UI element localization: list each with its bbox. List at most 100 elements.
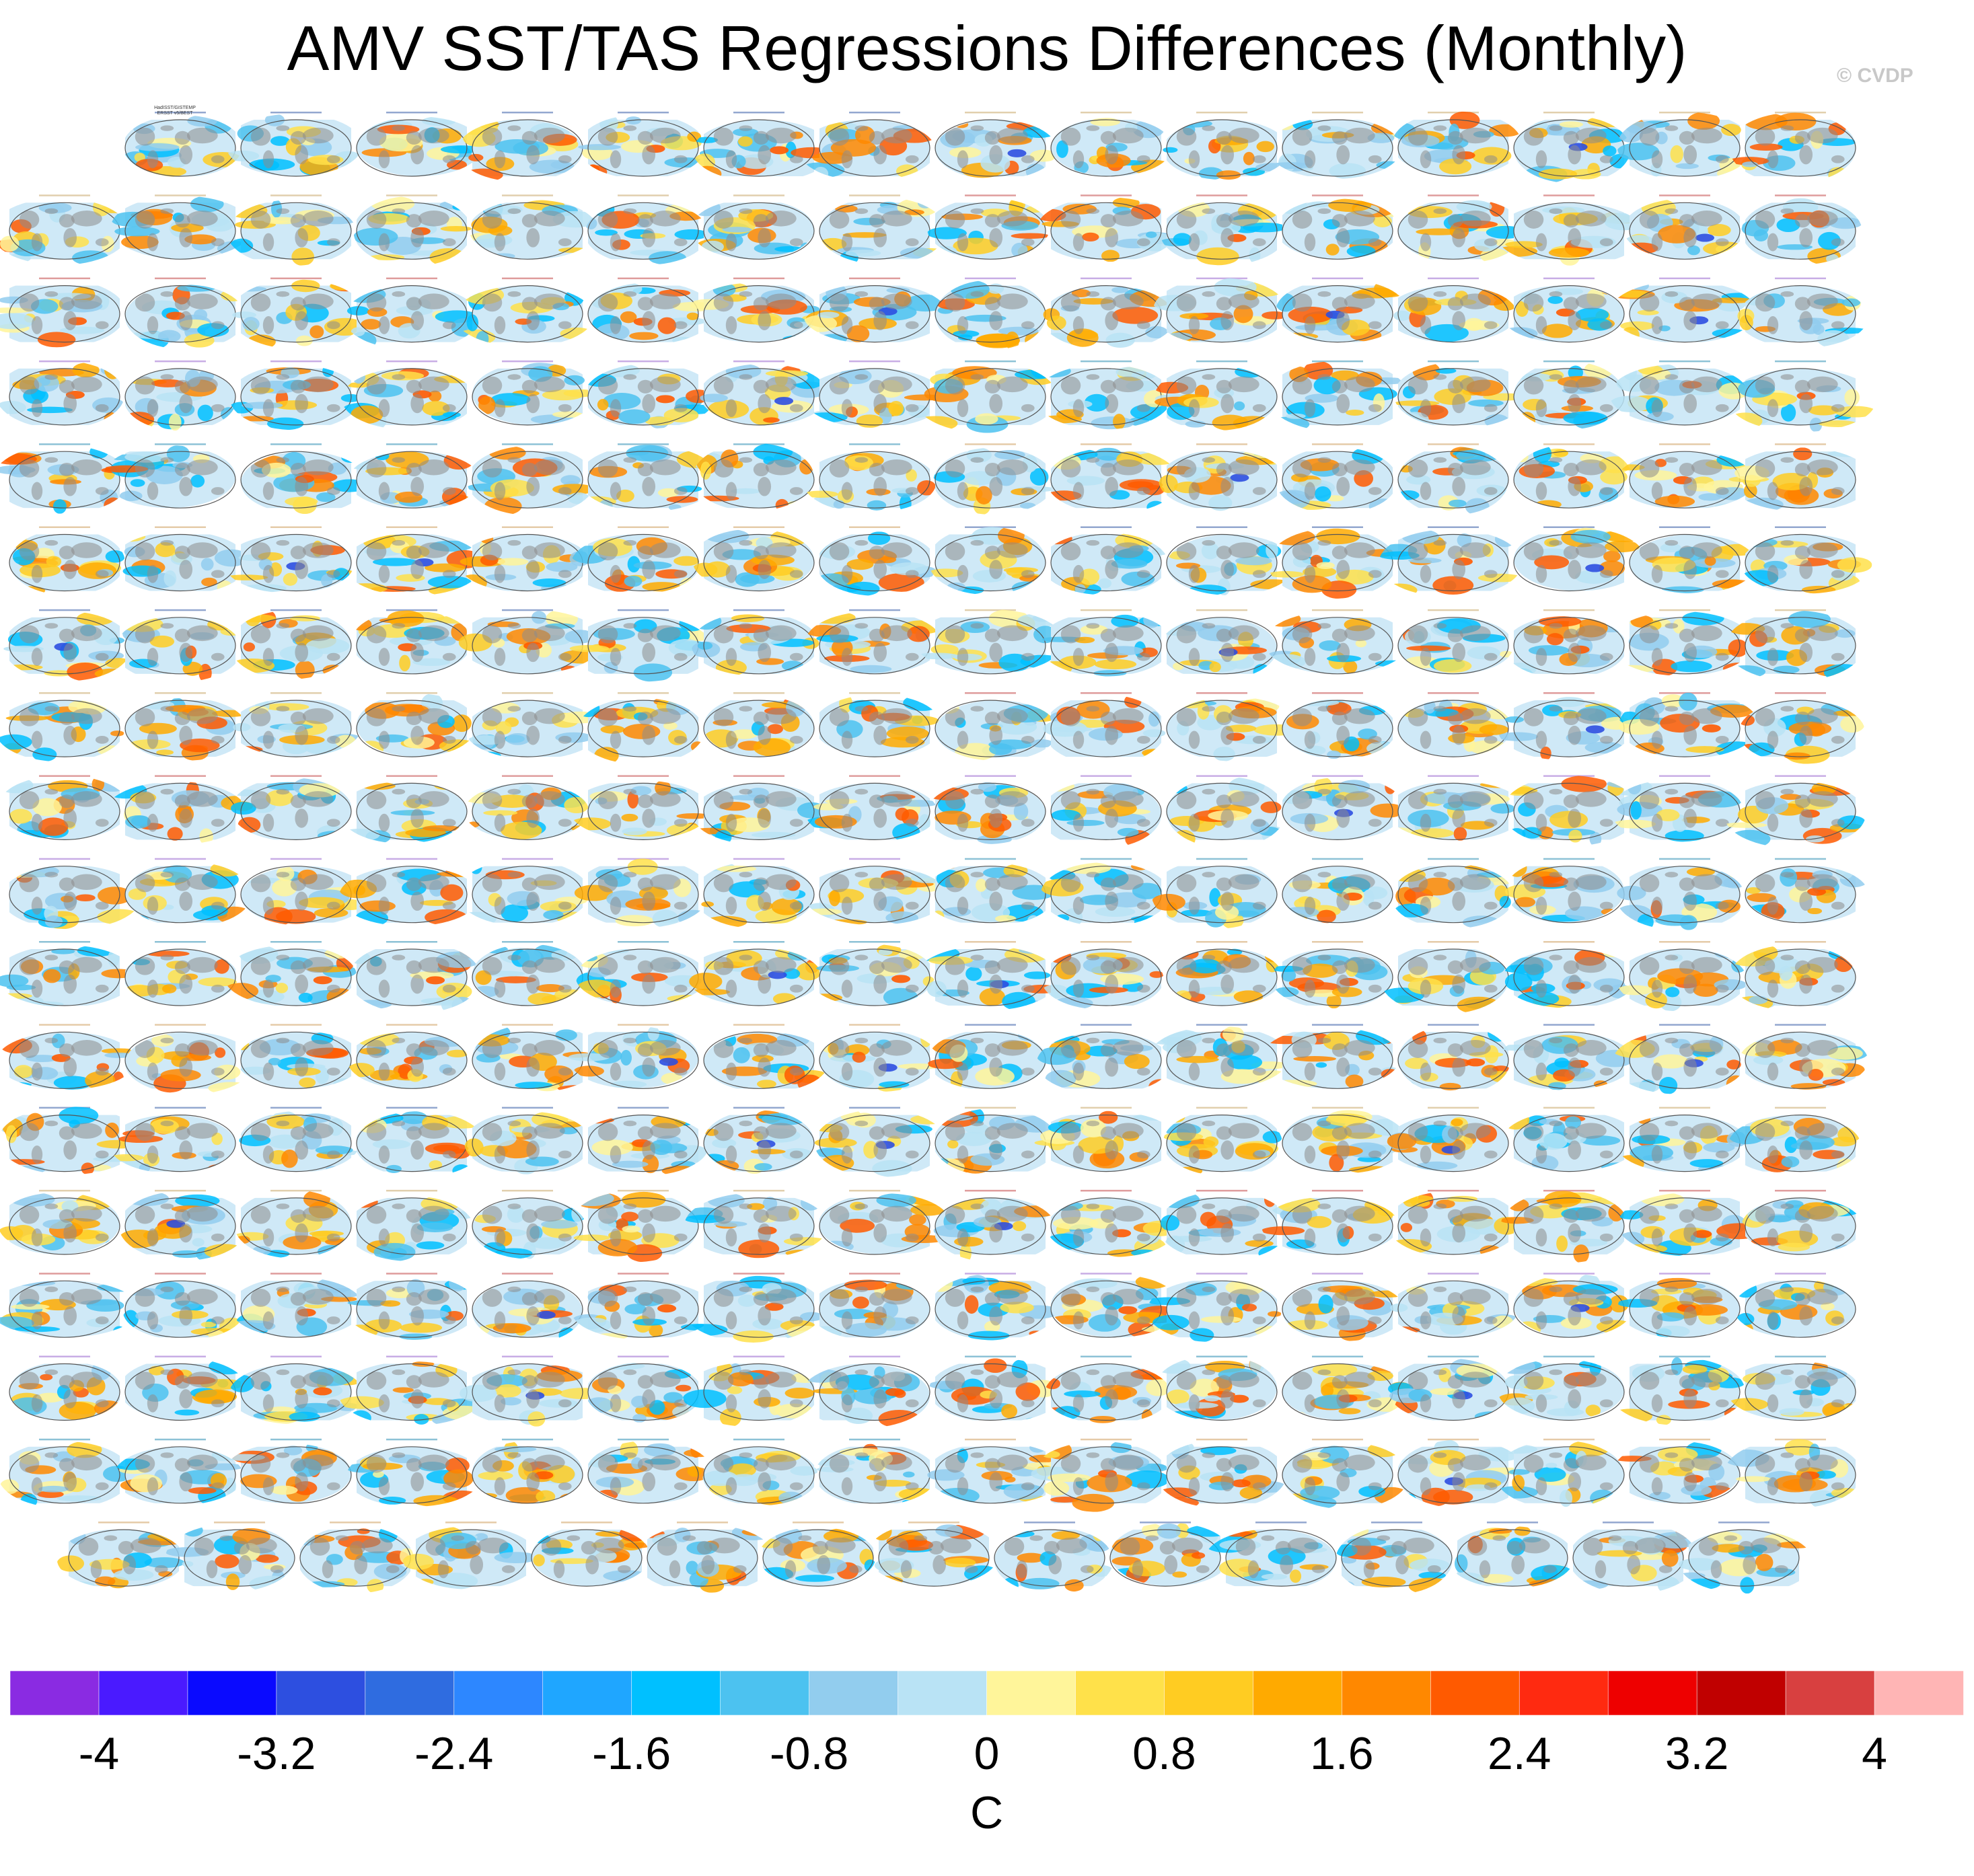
map-panel <box>927 1438 1066 1505</box>
panel-title-mark <box>849 1438 900 1441</box>
panel-title-mark <box>1312 775 1363 777</box>
panel-title-mark <box>1543 1438 1595 1441</box>
map-panel <box>587 277 715 344</box>
panel-title-mark <box>386 277 437 280</box>
panel-title-mark <box>270 609 322 611</box>
map-panel <box>1502 775 1640 847</box>
map-panel <box>9 1355 122 1421</box>
panel-title-mark <box>733 112 784 114</box>
panel-title-mark <box>1543 112 1595 114</box>
panel-title-mark <box>618 1106 669 1109</box>
panel-title-mark <box>386 1024 437 1026</box>
panel-title-mark <box>965 1438 1016 1441</box>
panel-title-mark <box>965 360 1016 363</box>
map-panel <box>933 443 1055 515</box>
map-panel <box>356 112 483 177</box>
map-panel <box>110 194 253 260</box>
panel-title-mark <box>1428 526 1479 528</box>
first-panel-label: HadISST/GISTEMP <box>154 106 196 110</box>
map-panel <box>1386 277 1517 343</box>
panel-title-mark <box>386 360 437 363</box>
panel-title-mark <box>39 941 90 943</box>
map-panel <box>935 277 1046 350</box>
panel-title-mark <box>502 1438 553 1441</box>
map-panel <box>1271 941 1393 1009</box>
panel-title-mark <box>733 941 784 943</box>
map-panel <box>1613 1438 1741 1504</box>
map-panel <box>1729 112 1856 184</box>
map-panel <box>1267 360 1409 432</box>
map-panel <box>682 1355 818 1427</box>
map-panel <box>1725 609 1864 681</box>
panel-title-mark <box>1775 1106 1826 1109</box>
panel-title-mark <box>386 1438 437 1441</box>
panel-title-mark <box>1775 1189 1826 1192</box>
panel-title-mark <box>1312 194 1363 196</box>
colorbar-tick-label: 1.6 <box>1310 1728 1374 1779</box>
panel-title-mark <box>1196 277 1247 280</box>
map-panel <box>1204 1522 1337 1591</box>
panel-title-mark <box>1543 609 1595 611</box>
panel-title-mark <box>1775 775 1826 777</box>
panel-title-mark <box>733 360 784 363</box>
panel-title-mark <box>1196 443 1247 445</box>
panel-title-mark <box>1659 1024 1710 1026</box>
panel-title-mark <box>270 775 322 777</box>
panel-title-mark <box>1543 1273 1595 1275</box>
panel-title-mark <box>965 1106 1016 1109</box>
panel-title-mark <box>733 1106 784 1109</box>
panel-title-mark <box>561 1522 612 1524</box>
map-panel <box>0 194 129 266</box>
map-panel <box>1737 277 1868 348</box>
colorbar-swatch <box>631 1670 721 1716</box>
panel-title-mark <box>1196 692 1247 694</box>
map-panel <box>1728 443 1872 512</box>
panel-title-mark <box>1659 1438 1710 1441</box>
map-panel <box>472 1438 583 1504</box>
map-panel <box>338 858 480 927</box>
panel-title-mark <box>1775 941 1826 943</box>
panel-title-mark <box>155 112 206 114</box>
panel-title-mark <box>965 1189 1016 1192</box>
panel-title-mark <box>502 277 553 280</box>
panel-title-mark <box>155 1106 206 1109</box>
panel-title-mark <box>1371 1522 1422 1524</box>
panel-title-mark <box>1081 526 1132 528</box>
panel-title-mark <box>270 1024 322 1026</box>
panel-title-mark <box>270 1438 322 1441</box>
panel-title-mark <box>39 1189 90 1192</box>
panel-title-mark <box>1081 1273 1132 1275</box>
panel-title-mark <box>1428 277 1479 280</box>
panel-title-mark <box>155 1355 206 1357</box>
panel-title-mark <box>965 1273 1016 1275</box>
map-panel <box>1041 941 1164 1010</box>
colorbar-tick-label: 0 <box>974 1728 1000 1779</box>
panel-title-mark <box>1659 443 1710 445</box>
map-panel <box>1158 1189 1290 1261</box>
panel-title-mark <box>733 609 784 611</box>
map-panel <box>1504 858 1625 924</box>
map-panel <box>927 1024 1047 1090</box>
chart-title: AMV SST/TAS Regressions Differences (Mon… <box>287 13 1687 83</box>
map-panel <box>692 775 826 845</box>
map-panel <box>1159 609 1278 680</box>
colorbar-tick-label: -3.2 <box>237 1728 316 1779</box>
colorbar-tick-label: -4 <box>79 1728 119 1779</box>
map-panel <box>924 858 1056 926</box>
panel-title-mark <box>1775 692 1826 694</box>
colorbar-unit-label: C <box>970 1787 1003 1838</box>
panel-title-mark <box>618 526 669 528</box>
map-panel <box>0 1273 140 1338</box>
panel-title-mark <box>502 1024 553 1026</box>
panel-title-mark <box>155 1189 206 1192</box>
map-panel <box>569 1189 699 1263</box>
panel-title-mark <box>733 277 784 280</box>
panel-title-mark <box>39 1024 90 1026</box>
colorbar-tick-label: 2.4 <box>1488 1728 1551 1779</box>
panel-title-mark <box>1543 692 1595 694</box>
panel-title-mark <box>270 1273 322 1275</box>
map-panel <box>1147 1273 1282 1343</box>
panel-title-mark <box>155 194 206 196</box>
panel-title-mark <box>1428 112 1479 114</box>
panel-title-mark <box>98 1522 149 1524</box>
